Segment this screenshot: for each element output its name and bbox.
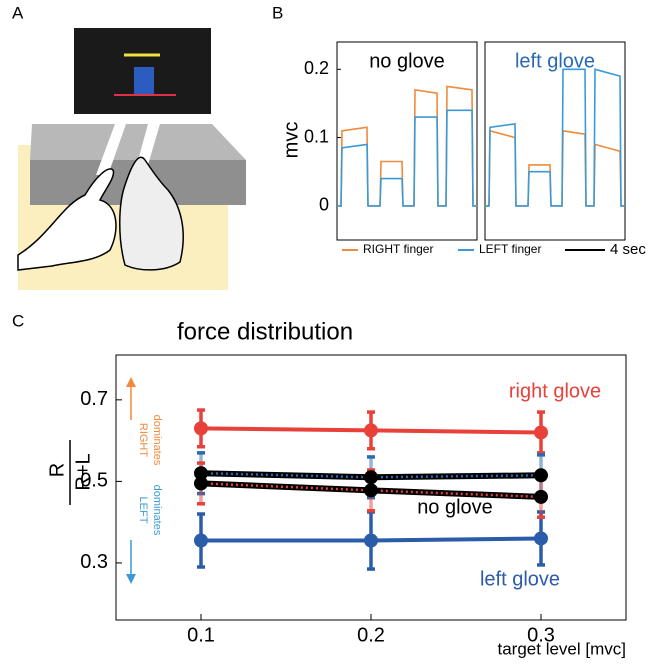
arrowhead (126, 574, 136, 584)
data-point (534, 425, 548, 440)
x-tick-label: 0.2 (357, 624, 385, 646)
x-tick-label: 0.1 (187, 624, 215, 646)
y-axis-label: mvc (280, 122, 302, 159)
data-point (534, 489, 548, 504)
x-axis-label: target level [mvc] (498, 639, 627, 658)
panel-label: B (272, 3, 283, 22)
x-tick-label: 0.3 (527, 624, 555, 646)
plot-title: left glove (515, 50, 595, 72)
annotation: no glove (417, 496, 493, 518)
force-bar (134, 67, 154, 95)
y-tick-label: 0.5 (80, 470, 108, 492)
panel-label: A (12, 3, 24, 22)
right-hand (17, 168, 117, 271)
trace (485, 68, 625, 207)
data-point (364, 423, 378, 438)
y-tick-label: 0.7 (80, 388, 108, 410)
data-point (534, 468, 548, 483)
data-point (364, 483, 378, 498)
y-tick-label: 0.3 (80, 551, 108, 573)
data-point (364, 533, 378, 548)
panel-label: C (12, 311, 24, 330)
arrowhead (126, 377, 136, 387)
illustration (17, 28, 246, 290)
side-note: dominates (151, 485, 163, 536)
side-note: RIGHT (137, 423, 149, 458)
legend-label: LEFT finger (479, 242, 541, 256)
data-point (194, 533, 208, 548)
y-label-denominator: R+L (72, 453, 94, 490)
data-point (194, 466, 208, 481)
chart-title: force distribution (177, 318, 353, 345)
gloved-left-hand (119, 156, 184, 271)
series-label: right glove (509, 380, 601, 402)
data-point (364, 470, 378, 485)
slot (96, 124, 126, 175)
y-label-numerator: R (46, 463, 68, 477)
plot-frame (336, 41, 478, 241)
y-tick-label: 0 (319, 195, 329, 215)
bench-top (30, 124, 246, 160)
data-point (194, 421, 208, 436)
legend-label: RIGHT finger (363, 242, 433, 256)
side-note: dominates (151, 415, 163, 466)
y-tick-label: 0.2 (304, 58, 329, 78)
scale-bar-label: 4 sec (610, 241, 646, 258)
trace (337, 109, 477, 207)
trace (485, 129, 625, 207)
data-point (534, 531, 548, 546)
plot-title: no glove (369, 50, 445, 72)
side-note: LEFT (137, 497, 149, 524)
series-label: left glove (480, 568, 560, 590)
y-tick-label: 0.1 (304, 126, 329, 146)
data-point (194, 476, 208, 491)
plot-frame (484, 41, 626, 241)
